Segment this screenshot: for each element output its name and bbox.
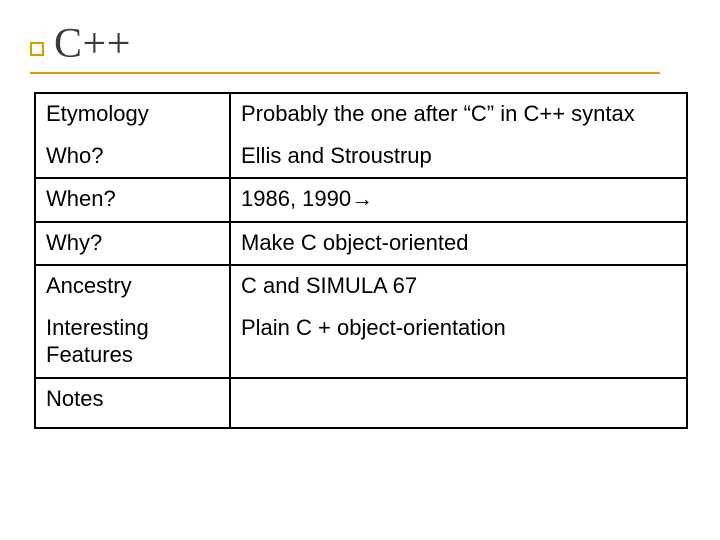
cell-value: 1986, 1990→ xyxy=(230,178,687,222)
slide: C++ Etymology Probably the one after “C”… xyxy=(0,0,720,540)
cell-value: Probably the one after “C” in C++ syntax xyxy=(230,93,687,136)
cell-label: Etymology xyxy=(35,93,230,136)
title-block: C++ xyxy=(30,20,660,74)
table-row: Why? Make C object-oriented xyxy=(35,222,687,266)
bullet-square-icon xyxy=(30,42,44,56)
page-title: C++ xyxy=(54,20,131,72)
cell-value: C and SIMULA 67 xyxy=(230,265,687,308)
table-row: Notes xyxy=(35,378,687,428)
cell-label: When? xyxy=(35,178,230,222)
cell-value xyxy=(230,378,687,428)
table-row: When? 1986, 1990→ xyxy=(35,178,687,222)
cell-label: Interesting Features xyxy=(35,308,230,378)
table-row: Who? Ellis and Stroustrup xyxy=(35,136,687,179)
cell-label: Ancestry xyxy=(35,265,230,308)
cell-label: Why? xyxy=(35,222,230,266)
cell-value: Make C object-oriented xyxy=(230,222,687,266)
info-table: Etymology Probably the one after “C” in … xyxy=(34,92,688,429)
cell-value: Plain C + object-orientation xyxy=(230,308,687,378)
table-row: Interesting Features Plain C + object-or… xyxy=(35,308,687,378)
title-row: C++ xyxy=(30,20,660,72)
cell-label: Who? xyxy=(35,136,230,179)
cell-value: Ellis and Stroustrup xyxy=(230,136,687,179)
cell-label: Notes xyxy=(35,378,230,428)
table-row: Ancestry C and SIMULA 67 xyxy=(35,265,687,308)
